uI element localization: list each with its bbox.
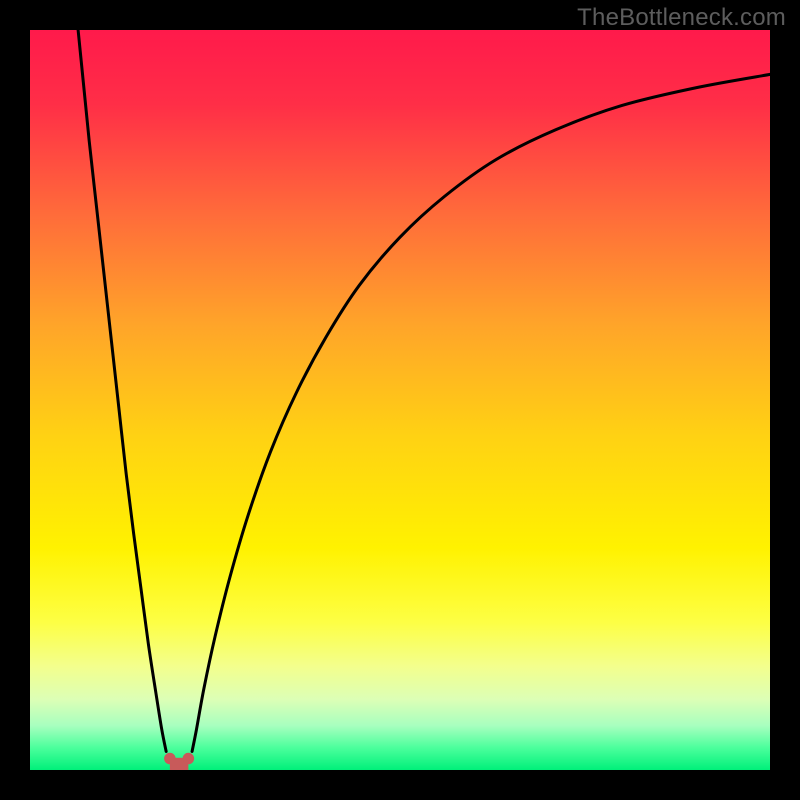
dip-lobe-right [183,753,195,765]
bottleneck-chart [0,0,800,800]
watermark-text: TheBottleneck.com [577,4,786,32]
chart-container: TheBottleneck.com [0,0,800,800]
chart-gradient-bg [30,30,770,770]
dip-lobe-left [164,753,176,765]
